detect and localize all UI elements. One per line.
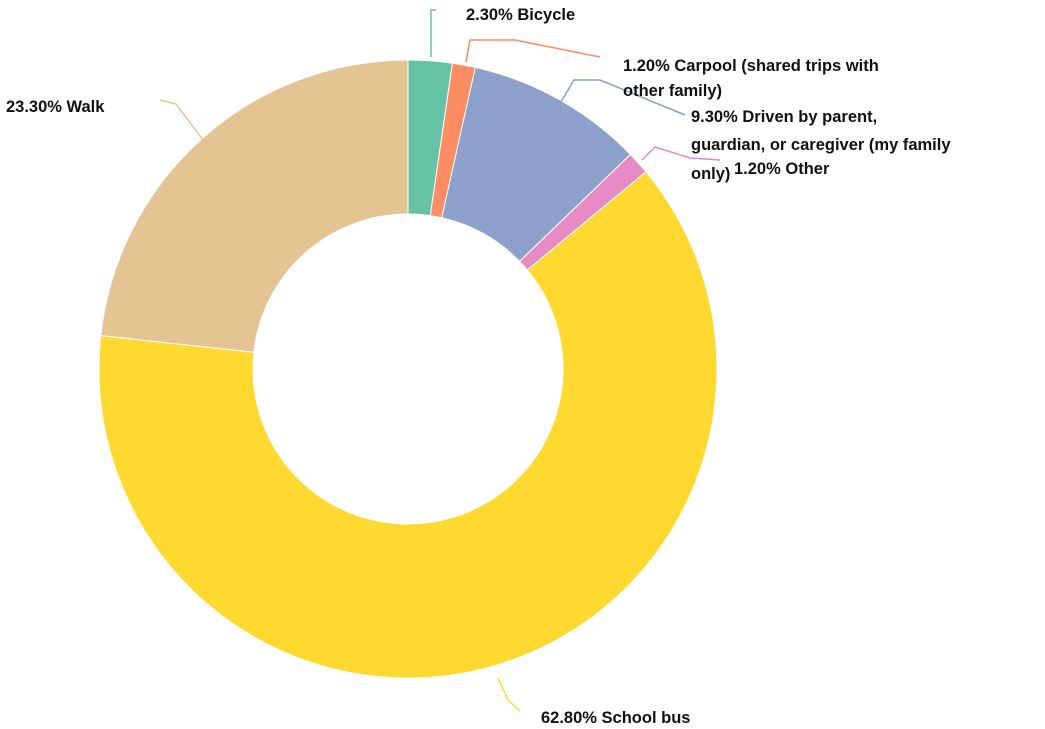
label-walk: 23.30% Walk <box>6 98 105 116</box>
label-driven: 9.30% Driven by parent, guardian, or car… <box>691 108 955 183</box>
label-bicycle: 2.30% Bicycle <box>466 6 575 24</box>
label-school-bus: 62.80% School bus <box>541 709 690 727</box>
leader-line-driven-by-parent-guardian-or-caregiver-my-family-only <box>560 79 686 116</box>
label-other: 1.20% Other <box>734 160 830 178</box>
leader-line-bicycle <box>430 9 436 57</box>
slice-walk <box>100 59 409 353</box>
slices <box>98 59 718 679</box>
leader-line-school-bus <box>497 677 521 712</box>
slice-school-bus <box>98 171 718 679</box>
leader-line-carpool-shared-trips-with-other-family <box>465 39 601 63</box>
label-carpool: 1.20% Carpool (shared trips with other f… <box>623 57 883 100</box>
leader-lines <box>159 9 721 712</box>
leader-line-other <box>641 146 721 161</box>
leader-line-walk <box>159 99 204 141</box>
